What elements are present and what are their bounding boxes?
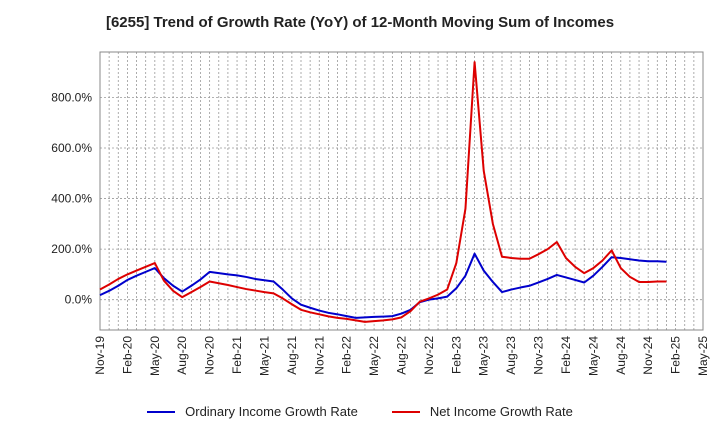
x-tick-label: Feb-20 <box>120 336 134 374</box>
x-tick-label: Nov-24 <box>641 336 655 375</box>
x-tick-label: May-20 <box>148 336 162 376</box>
x-tick-label: Nov-19 <box>93 336 107 375</box>
x-tick-label: Feb-23 <box>449 336 463 374</box>
chart-title: [6255] Trend of Growth Rate (YoY) of 12-… <box>105 14 615 31</box>
legend-item-ordinary: Ordinary Income Growth Rate <box>147 404 358 419</box>
x-tick-label: Feb-24 <box>559 336 573 374</box>
x-tick-label: Feb-25 <box>669 336 683 374</box>
series-layer <box>99 61 667 323</box>
legend-label-net: Net Income Growth Rate <box>429 404 573 419</box>
x-tick-label: Nov-20 <box>203 336 217 375</box>
legend-item-net: Net Income Growth Rate <box>391 404 573 419</box>
x-tick-label: Aug-20 <box>175 336 189 375</box>
x-axis-ticks: Nov-19 Feb-20 May-20 Aug-20 Nov-20 Feb-21 May-… <box>93 336 710 376</box>
legend-label-ordinary: Ordinary Income Growth Rate <box>185 404 358 419</box>
x-tick-label: May-23 <box>477 336 491 376</box>
x-tick-label: Nov-23 <box>532 336 546 375</box>
legend-swatch-net <box>391 410 420 413</box>
y-tick-label: 400.0% <box>51 192 92 206</box>
x-tick-label: Feb-22 <box>340 336 354 374</box>
y-tick-label: 200.0% <box>51 242 92 256</box>
x-tick-label: Aug-23 <box>504 336 518 375</box>
y-tick-label: 600.0% <box>51 141 92 155</box>
legend: Ordinary Income Growth Rate Net Income G… <box>0 404 720 419</box>
x-tick-label: May-22 <box>367 336 381 376</box>
y-tick-label: 0.0% <box>65 293 93 307</box>
legend-swatch-ordinary <box>147 410 176 413</box>
y-axis-ticks: 0.0% 200.0% 400.0% 600.0% 800.0% <box>51 90 92 306</box>
x-tick-label: May-25 <box>696 336 710 376</box>
x-tick-label: Nov-22 <box>422 336 436 375</box>
grid-lines <box>99 52 704 330</box>
x-tick-label: May-24 <box>586 336 600 376</box>
y-tick-label: 800.0% <box>51 90 92 104</box>
series-line-ordinary-income <box>99 252 667 319</box>
series-line-net-income <box>99 61 667 323</box>
x-tick-label: Aug-22 <box>395 336 409 375</box>
x-tick-label: Aug-21 <box>285 336 299 375</box>
x-tick-label: Nov-21 <box>312 336 326 375</box>
x-tick-label: Aug-24 <box>614 336 628 375</box>
x-tick-label: May-21 <box>257 336 271 376</box>
x-tick-label: Feb-21 <box>230 336 244 374</box>
plot-frame <box>99 51 704 331</box>
